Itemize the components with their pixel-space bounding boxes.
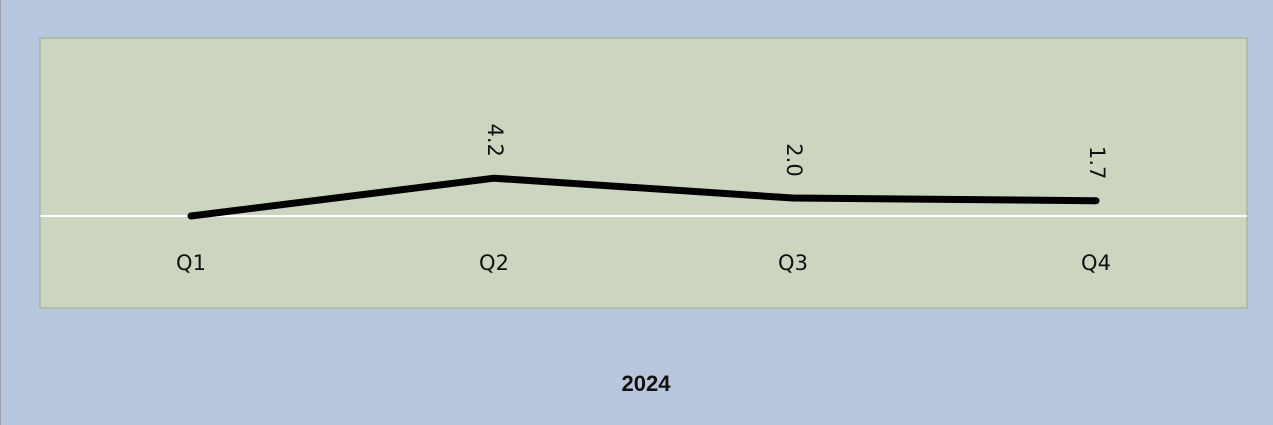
series-line <box>187 174 1100 220</box>
data-label-layer: 4.2 2.0 1.7 <box>483 123 1109 179</box>
x-tick-layer: Q1 Q2 Q3 Q4 <box>176 251 1111 275</box>
data-label-q2: 4.2 <box>483 123 507 156</box>
x-tick-label-q3: Q3 <box>778 251 808 275</box>
data-label-q3: 2.0 <box>782 143 806 176</box>
x-tick-label-q2: Q2 <box>479 251 509 275</box>
data-label-q4: 1.7 <box>1085 146 1109 179</box>
series-layer <box>187 174 1100 220</box>
x-tick-label-q4: Q4 <box>1081 251 1111 275</box>
plot-area <box>39 37 1248 309</box>
x-tick-label-q1: Q1 <box>176 251 206 275</box>
x-axis-title: 2024 <box>622 371 672 396</box>
